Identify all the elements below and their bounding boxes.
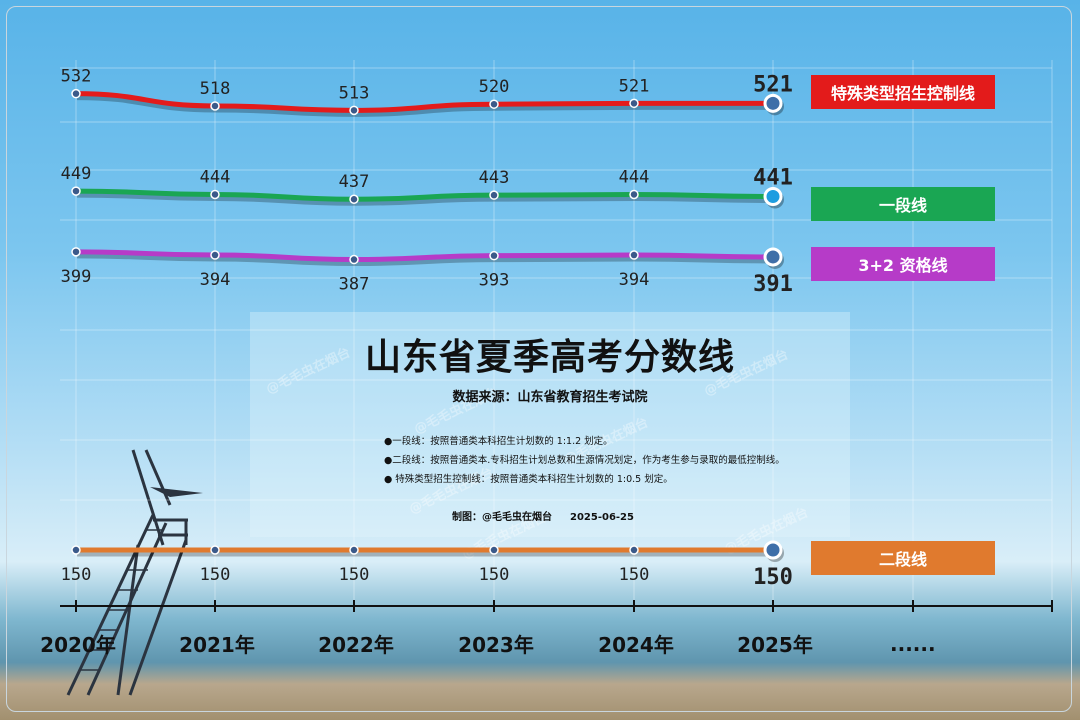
x-tick-label: 2021年	[179, 633, 255, 657]
data-point	[489, 190, 499, 200]
x-tick-label: 2023年	[458, 633, 534, 657]
data-label: 393	[479, 271, 510, 291]
data-label: 150	[479, 565, 510, 585]
legend-label: 一段线	[878, 196, 927, 215]
data-label: 150	[619, 565, 650, 585]
data-point	[763, 540, 783, 560]
legend-label: 二段线	[878, 550, 927, 569]
data-label: 444	[200, 167, 231, 187]
data-label: 444	[619, 167, 650, 187]
legend-label: 特殊类型招生控制线	[830, 84, 975, 103]
data-label: 387	[339, 275, 370, 295]
data-point	[629, 189, 639, 200]
data-point	[71, 545, 81, 555]
chart-frame	[6, 6, 1072, 712]
data-point	[349, 194, 359, 204]
series-line	[73, 188, 776, 202]
x-tick-label: 2024年	[598, 633, 674, 657]
data-point	[71, 186, 81, 196]
legend-qualify: 3+2 资格线	[811, 247, 995, 281]
note-item: ● 特殊类型招生控制线：按照普通类本科招生计划数的 1:0.5 划定。	[384, 474, 673, 485]
data-source: 数据来源：山东省教育招生考试院	[452, 390, 648, 405]
data-point	[489, 545, 499, 555]
note-item: ●一段线：按照普通类本科招生计划数的 1:1.2 划定。	[384, 436, 613, 447]
info-panel	[250, 312, 850, 537]
data-point	[763, 247, 783, 267]
data-point	[71, 247, 81, 257]
data-label: 521	[619, 76, 650, 96]
x-tick-label: 2020年	[40, 633, 116, 657]
data-label: 443	[479, 168, 510, 188]
data-label: 449	[61, 164, 92, 184]
data-label: 399	[61, 267, 92, 287]
data-point	[629, 98, 639, 109]
data-point	[349, 545, 359, 555]
data-label: 513	[339, 83, 370, 103]
notes-list: ●一段线：按照普通类本科招生计划数的 1:1.2 划定。 ●二段线：按照普通类本…	[384, 432, 785, 489]
data-label: 521	[753, 72, 793, 97]
data-label: 150	[61, 565, 92, 585]
data-label: 518	[200, 79, 231, 99]
x-tick-label: 2025年	[737, 633, 813, 657]
series-line	[73, 91, 776, 113]
note-item: ●二段线：按照普通类本.专科招生计划总数和生源情况划定，作为考生参与录取的最低控…	[384, 455, 785, 466]
chart-title: 山东省夏季高考分数线	[364, 337, 735, 378]
legend-tier2: 二段线	[811, 541, 995, 575]
data-point	[629, 545, 639, 555]
series-line	[73, 249, 776, 263]
data-label: 150	[200, 565, 231, 585]
x-tick-ellipsis: ......	[890, 632, 936, 656]
data-label: 394	[200, 270, 231, 290]
data-label: 520	[479, 77, 510, 97]
data-label: 394	[619, 270, 650, 290]
data-label: 150	[753, 565, 793, 590]
data-point	[349, 254, 359, 265]
series-line-shadow	[76, 93, 774, 117]
data-point	[629, 250, 639, 260]
data-label: 532	[61, 67, 92, 87]
data-label: 437	[339, 172, 370, 192]
series-line-shadow	[76, 251, 775, 267]
data-point	[210, 545, 220, 555]
data-point	[210, 101, 220, 111]
credit-author: 制图：@毛毛虫在烟台	[452, 512, 552, 523]
data-point	[763, 187, 783, 207]
legend-special: 特殊类型招生控制线	[811, 75, 995, 109]
credit-line: 制图：@毛毛虫在烟台 2025-06-25	[452, 508, 634, 523]
data-label: 150	[339, 565, 370, 585]
data-point	[489, 99, 499, 109]
legend-label: 3+2 资格线	[858, 256, 948, 275]
legend-tier1: 一段线	[811, 187, 995, 221]
data-label: 441	[753, 166, 793, 191]
data-point	[489, 250, 499, 261]
data-point	[763, 93, 783, 113]
credit-date: 2025-06-25	[570, 512, 634, 523]
series-line-shadow	[76, 190, 775, 206]
data-point	[71, 88, 81, 99]
data-label: 391	[753, 272, 793, 297]
data-point	[210, 250, 220, 260]
x-tick-label: 2022年	[318, 633, 394, 657]
data-point	[210, 189, 220, 200]
data-point	[349, 105, 359, 116]
